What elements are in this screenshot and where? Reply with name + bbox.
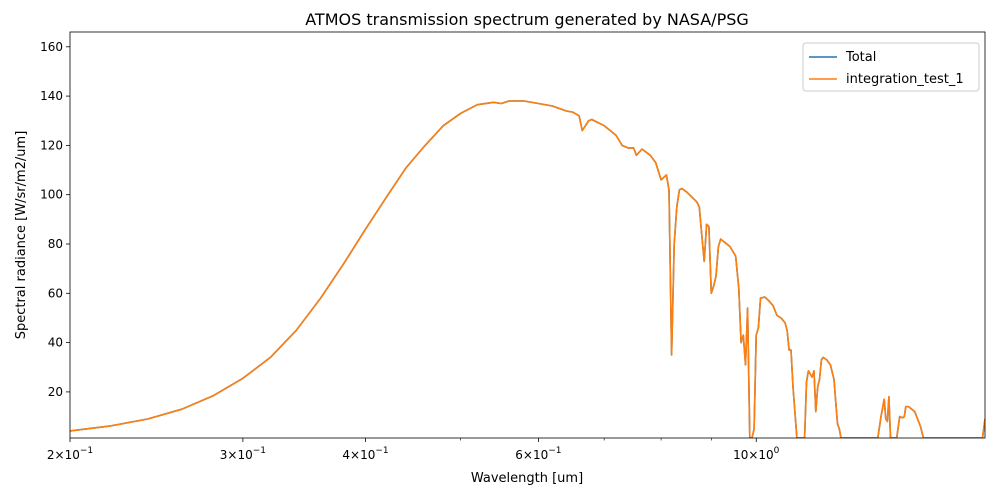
x-tick-label: 4×10−1 (342, 446, 388, 462)
y-tick-label: 60 (48, 286, 63, 300)
x-tick-label: 10×100 (733, 446, 780, 462)
plot-frame (69, 31, 986, 439)
legend-box (802, 42, 980, 92)
x-tick-label: 3×10−1 (220, 446, 266, 462)
y-tick-label: 80 (48, 237, 63, 251)
series-line-1 (70, 100, 985, 438)
y-axis-label: Spectral radiance [W/sr/m2/um] (14, 131, 29, 340)
chart-title: ATMOS transmission spectrum generated by… (305, 10, 749, 29)
y-axis: 20 40 60 80 100 120 140 160 (40, 40, 70, 399)
legend: Total integration_test_1 (802, 42, 980, 92)
y-tick-label: 160 (40, 40, 63, 54)
y-tick-label: 40 (48, 336, 63, 350)
x-axis: 2×10−1 3×10−1 4×10−1 6×10−1 10×100 (47, 438, 780, 462)
y-tick-label: 100 (40, 188, 63, 202)
series-layer (70, 100, 985, 438)
x-axis-label: Wavelength [um] (471, 471, 583, 486)
legend-label-total: Total (845, 50, 876, 65)
y-tick-label: 20 (48, 385, 63, 399)
y-tick-label: 120 (40, 138, 63, 152)
x-tick-label: 6×10−1 (515, 446, 561, 462)
legend-label-integration-test: integration_test_1 (846, 72, 964, 87)
plot-background (70, 32, 985, 438)
y-tick-label: 140 (40, 89, 63, 103)
x-tick-label: 2×10−1 (47, 446, 93, 462)
